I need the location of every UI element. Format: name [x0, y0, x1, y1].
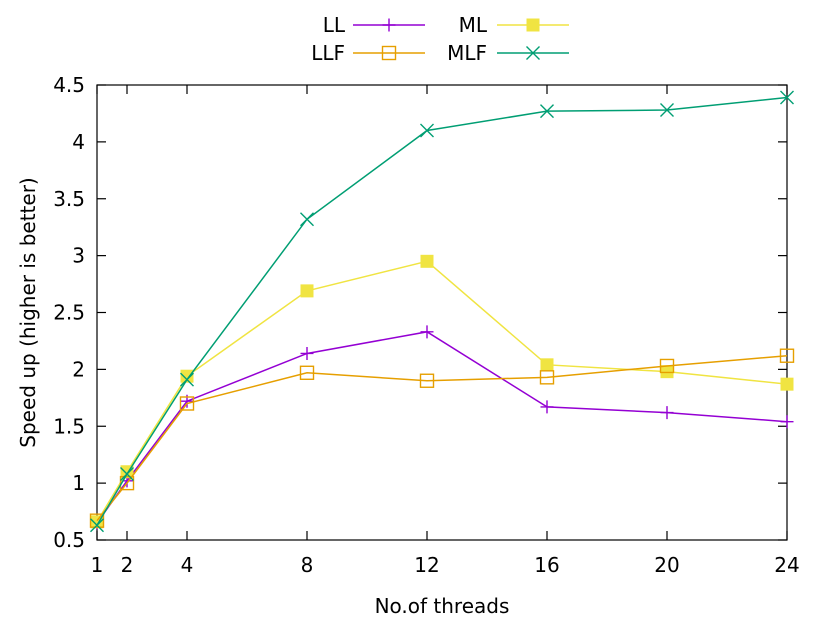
legend-marker-llf [381, 45, 397, 61]
legend-label-ll: LL [323, 13, 346, 37]
x-axis-label: No.of threads [375, 594, 510, 618]
series-line-llf [96, 354, 788, 522]
data-point-ml [780, 377, 794, 391]
series-line-mlf [96, 96, 788, 526]
y-tick-label: 3.5 [53, 187, 85, 211]
legend: LL ML LLF MLF [311, 13, 569, 65]
data-point-mlf [180, 372, 194, 387]
x-tick-label: 12 [414, 553, 439, 577]
data-point-ll [660, 406, 674, 420]
x-tick-label: 4 [181, 553, 194, 577]
data-point-mlf [660, 103, 674, 118]
series-line-ll [96, 331, 788, 524]
legend-marker-ll [382, 18, 396, 32]
data-point-ml [660, 365, 674, 379]
x-tick-label: 8 [301, 553, 314, 577]
y-axis-label: Speed up (higher is better) [16, 177, 40, 447]
data-point-llf [539, 370, 555, 385]
x-tick-label: 20 [654, 553, 679, 577]
data-point-mlf [120, 467, 134, 482]
x-tick-label: 24 [774, 553, 799, 577]
data-point-ll [780, 415, 794, 429]
y-tick-label: 1.5 [53, 414, 85, 438]
y-tick-label: 4 [72, 130, 85, 154]
data-point-llf [779, 348, 795, 363]
y-tick-label: 3 [72, 244, 85, 268]
data-point-ml [540, 358, 554, 372]
legend-marker-ml [526, 18, 540, 32]
data-point-mlf [540, 104, 554, 119]
data-point-mlf [420, 123, 434, 138]
data-point-ll [420, 325, 434, 339]
x-tick-label: 2 [121, 553, 134, 577]
data-point-ml [420, 254, 434, 268]
data-point-llf [119, 475, 135, 491]
x-tick-label: 1 [91, 553, 104, 577]
legend-label-mlf: MLF [447, 41, 487, 65]
data-point-llf [179, 396, 195, 411]
x-tick-label: 16 [534, 553, 559, 577]
legend-label-llf: LLF [311, 41, 345, 65]
series-llf [89, 348, 795, 528]
y-tick-label: 4.5 [53, 73, 85, 97]
legend-marker-mlf [526, 46, 540, 60]
plot-frame [96, 84, 788, 541]
y-tick-label: 2 [72, 357, 85, 381]
legend-label-ml: ML [459, 13, 488, 37]
data-point-ll [300, 346, 314, 360]
series-mlf [90, 90, 794, 533]
series-line-ml [96, 260, 788, 523]
y-tick-label: 1 [72, 471, 85, 495]
data-point-ll [540, 400, 554, 414]
series-ml [90, 254, 794, 529]
series-ll [90, 325, 794, 530]
data-point-llf [89, 513, 105, 528]
data-point-mlf [780, 90, 794, 105]
data-point-ml [300, 284, 314, 298]
data-point-mlf [300, 212, 314, 227]
y-tick-label: 0.5 [53, 528, 85, 552]
data-point-ml [180, 369, 194, 383]
data-point-llf [299, 365, 315, 380]
data-point-mlf [90, 518, 104, 533]
data-point-llf [419, 373, 435, 388]
data-point-llf [659, 358, 675, 374]
y-tick-label: 2.5 [53, 301, 85, 325]
